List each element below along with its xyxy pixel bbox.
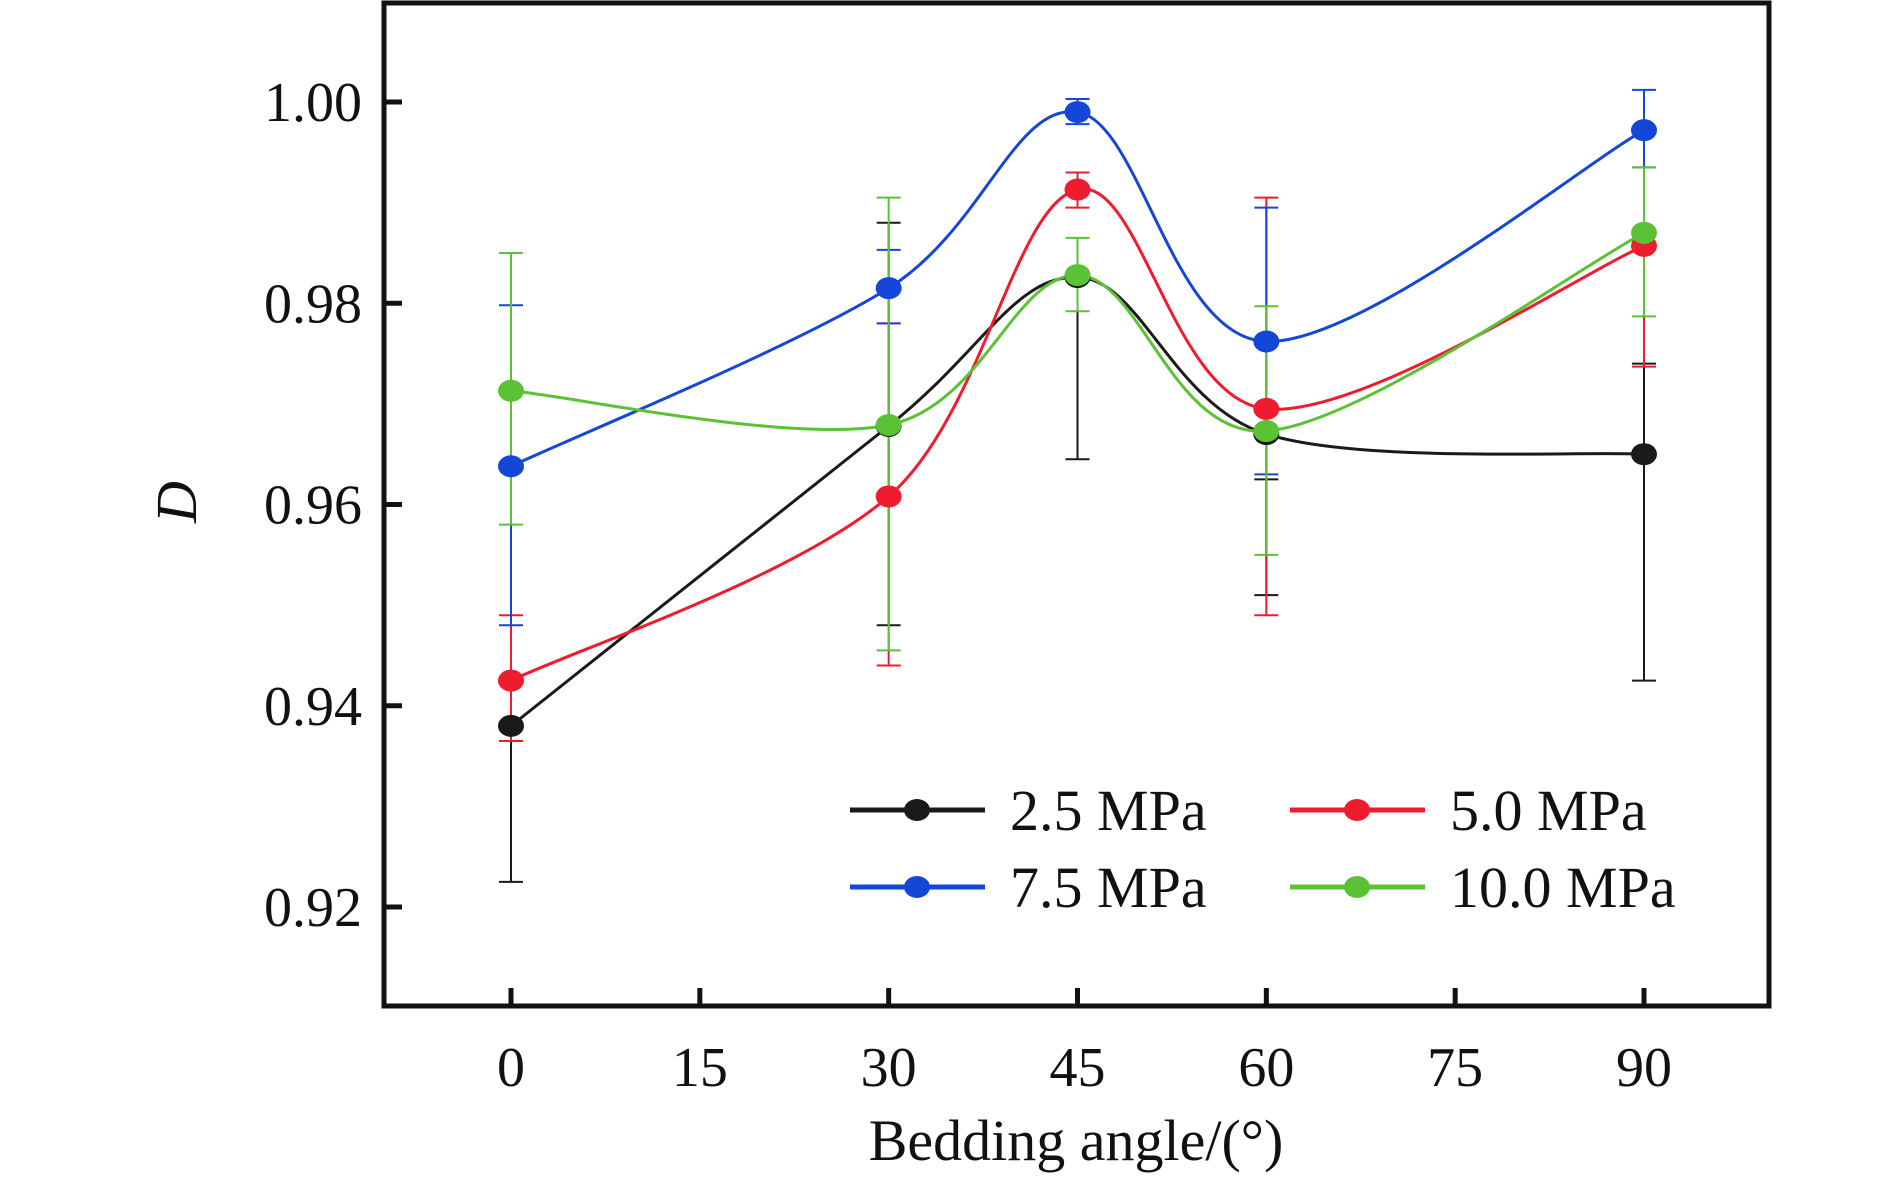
legend-label: 10.0 MPa	[1450, 855, 1676, 920]
legend-item: 5.0 MPa	[1290, 778, 1647, 843]
x-tick-label: 30	[861, 1037, 917, 1099]
x-tick-label: 75	[1427, 1037, 1483, 1099]
legend-item: 7.5 MPa	[850, 855, 1207, 920]
legend-item: 2.5 MPa	[850, 778, 1207, 843]
y-tick-label: 0.92	[264, 877, 362, 939]
legend-item: 10.0 MPa	[1290, 855, 1676, 920]
y-tick-label: 0.94	[264, 676, 362, 738]
legend-marker	[1344, 876, 1370, 898]
series-7-5-mpa-point	[1631, 119, 1657, 142]
series-10-0-mpa-point	[1064, 264, 1091, 287]
legend-marker	[1344, 799, 1370, 821]
x-axis: 0 15 30 45 60 75 90	[497, 988, 1672, 1099]
series-2-5-mpa-point	[498, 714, 524, 737]
series-5-0-mpa-point	[498, 669, 524, 692]
x-tick-label: 15	[672, 1037, 728, 1099]
legend: 2.5 MPa 5.0 MPa 7.5 MPa 10.0 MPa	[850, 778, 1676, 920]
legend-label: 2.5 MPa	[1010, 778, 1207, 843]
x-tick-label: 90	[1616, 1037, 1672, 1099]
y-tick-label: 1.00	[264, 72, 362, 134]
legend-label: 7.5 MPa	[1010, 855, 1207, 920]
series-7-5-mpa-point	[1064, 101, 1091, 124]
error-bars	[499, 88, 1656, 883]
y-axis: 0.92 0.94 0.96 0.98 1.00	[264, 72, 402, 939]
series-2-5-mpa-point	[1631, 443, 1657, 466]
series-7-5-mpa-point	[875, 277, 902, 300]
series-7-5-mpa-point	[1253, 330, 1280, 353]
x-tick-label: 45	[1050, 1037, 1106, 1099]
y-axis-label: D	[144, 481, 209, 524]
x-axis-label: Bedding angle/(°)	[869, 1108, 1284, 1173]
series-7-5-mpa-point	[498, 455, 524, 478]
series-10-0-mpa-point	[1253, 420, 1280, 443]
x-tick-label: 60	[1238, 1037, 1294, 1099]
x-tick-label: 0	[497, 1037, 525, 1099]
series-10-0-mpa-point	[498, 379, 524, 402]
y-tick-label: 0.96	[264, 475, 362, 537]
series-10-0-mpa-point	[875, 414, 902, 437]
legend-label: 5.0 MPa	[1450, 778, 1647, 843]
legend-marker	[904, 876, 930, 898]
series-5-0-mpa-point	[1253, 397, 1280, 420]
series-5-0-mpa-point	[875, 485, 902, 508]
series-10-0-mpa-point	[1631, 221, 1657, 244]
series-5-0-mpa-point	[1064, 178, 1091, 201]
y-tick-label: 0.98	[264, 273, 362, 335]
legend-marker	[904, 799, 930, 821]
series-markers	[498, 101, 1657, 737]
